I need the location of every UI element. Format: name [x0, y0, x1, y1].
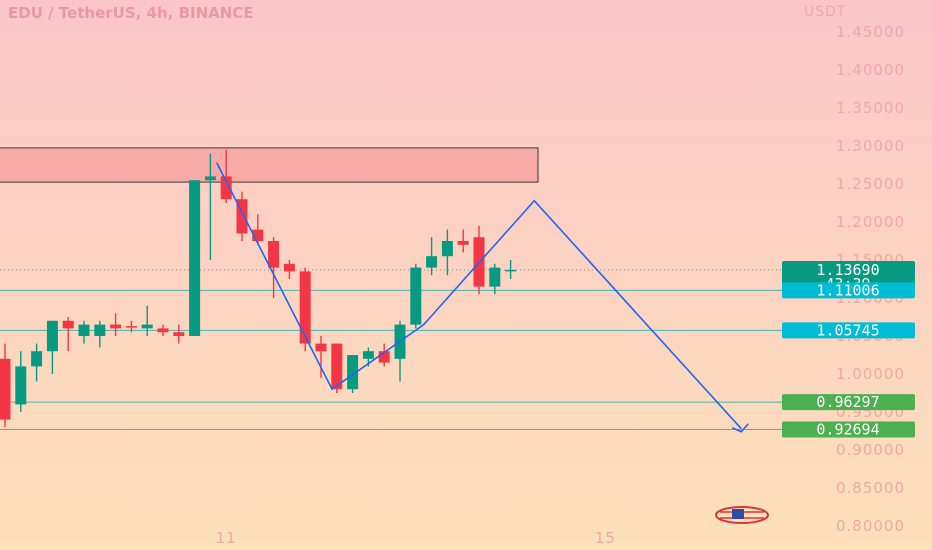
y-tick-label: 1.00000 — [836, 365, 905, 383]
candle-body — [46, 320, 58, 352]
candle-body — [378, 351, 390, 363]
candle-body — [141, 324, 153, 329]
price-tag[interactable] — [782, 322, 915, 339]
price-tag[interactable] — [782, 394, 915, 411]
candle-body — [236, 199, 248, 234]
y-tick-label: 1.20000 — [836, 213, 905, 231]
candle-body — [125, 326, 137, 328]
candle-body — [283, 263, 295, 272]
candle-body — [331, 343, 343, 390]
candle-body — [347, 355, 359, 390]
y-tick-label: 1.40000 — [836, 61, 905, 79]
candle-body — [0, 358, 11, 420]
candle-body — [315, 343, 327, 352]
projection-arrowhead — [731, 423, 749, 433]
candle-body — [94, 324, 106, 336]
projection-layer — [216, 162, 749, 433]
candle-body — [441, 241, 453, 257]
candle-body — [252, 229, 264, 241]
candle-body — [268, 241, 280, 268]
candle-body — [173, 332, 185, 336]
resistance-zone-layer — [0, 147, 539, 183]
candle-body — [15, 366, 27, 405]
resistance-zone — [0, 147, 539, 183]
candle-body — [505, 269, 517, 272]
y-tick-label: 1.25000 — [836, 175, 905, 193]
candle-body — [157, 328, 169, 333]
y-tick-label: 1.35000 — [836, 99, 905, 117]
projection-line — [216, 162, 742, 430]
price-tag-label: 1.11006 — [816, 281, 879, 299]
candle-body — [189, 180, 201, 336]
candle-body — [489, 267, 501, 287]
x-tick-label: 15 — [595, 529, 616, 547]
chart-title: EDU / TetherUS, 4h, BINANCE — [8, 4, 254, 22]
candle-body — [31, 351, 43, 367]
candle-body — [426, 256, 438, 268]
candle-body — [110, 324, 122, 329]
candle-body — [457, 241, 469, 245]
candle-body — [62, 320, 74, 329]
y-axis: 1.45000 1.40000 1.35000 1.30000 1.25000 1.200… — [836, 23, 905, 535]
candle-body — [362, 351, 374, 359]
horizontal-lines-layer — [0, 269, 785, 431]
price-tag[interactable] — [782, 421, 915, 438]
price-tag-label: 0.92694 — [816, 421, 879, 439]
candle-body — [299, 271, 311, 344]
price-tag-label: 1.05745 — [816, 321, 879, 339]
y-tick-label: 0.80000 — [836, 517, 905, 535]
candle-body — [220, 176, 232, 200]
price-tag-label: 1.13690 — [816, 261, 879, 279]
x-axis: 11 15 — [216, 529, 616, 547]
candle-body — [204, 176, 216, 181]
candle-body — [78, 324, 90, 336]
x-tick-label: 11 — [216, 529, 237, 547]
flag-logo-icon — [715, 506, 769, 524]
y-tick-label: 0.90000 — [836, 441, 905, 459]
candles-layer — [0, 149, 517, 428]
price-tag[interactable] — [782, 282, 915, 299]
y-tick-label: 0.85000 — [836, 479, 905, 497]
price-tag-label: 0.96297 — [816, 393, 879, 411]
y-unit-label: USDT — [804, 4, 846, 20]
y-tick-label: 1.30000 — [836, 137, 905, 155]
y-tick-label: 1.45000 — [836, 23, 905, 41]
candle-body — [410, 267, 422, 325]
